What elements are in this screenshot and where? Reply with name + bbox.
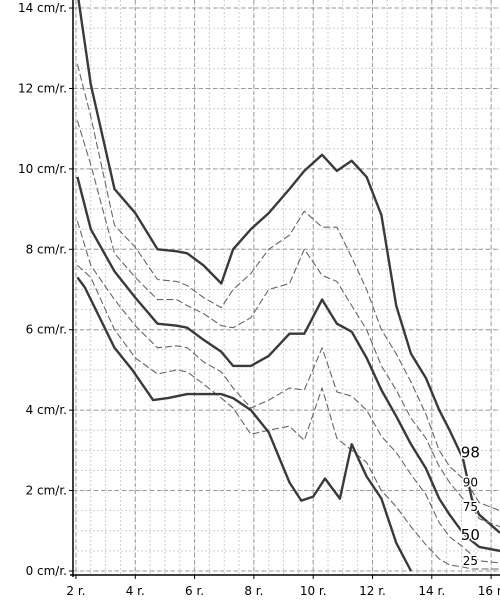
y-tick-label: 8 cm/r. (26, 242, 67, 256)
x-tick-label: 4 r. (126, 584, 145, 598)
series-line-p75 (76, 120, 500, 528)
x-tick-label: 12 r. (359, 584, 386, 598)
series-line-p2 (76, 276, 413, 572)
x-tick-label: 14 r. (418, 584, 445, 598)
x-tick-label: 16 r. (478, 584, 500, 598)
x-tick-label: 8 r. (244, 584, 263, 598)
y-tick-label: 2 cm/r. (26, 484, 67, 498)
x-tick-label: 2 r. (66, 584, 85, 598)
y-tick-label: 6 cm/r. (26, 323, 67, 337)
series-line-p25 (76, 221, 500, 564)
series-line-p98 (77, 0, 500, 534)
percentile-label-25: 25 (463, 554, 478, 568)
y-tick-label: 14 cm/r. (18, 1, 67, 15)
major-grid (73, 0, 500, 575)
series-line-p50 (76, 176, 500, 553)
percentile-labels: 98 90 75 50 25 (459, 442, 481, 570)
y-tick-label: 10 cm/r. (18, 162, 67, 176)
series-line-p10 (77, 264, 500, 570)
x-tick-label: 6 r. (185, 584, 204, 598)
x-tick-label: 10 r. (300, 584, 327, 598)
percentile-label-98: 98 (461, 444, 480, 462)
series-lines (76, 0, 500, 572)
x-tick-labels: 2 r. 4 r. 6 r. 8 r. 10 r. 12 r. 14 r. 16 r. (66, 584, 500, 598)
axes (69, 0, 500, 579)
percentile-label-75: 75 (463, 500, 478, 514)
y-tick-label: 0 cm/r. (26, 564, 67, 578)
series-line-p90 (76, 64, 500, 512)
percentile-label-90: 90 (463, 476, 478, 490)
y-tick-label: 12 cm/r. (18, 81, 67, 95)
percentile-label-50: 50 (461, 526, 480, 544)
y-tick-labels: 0 cm/r. 2 cm/r. 4 cm/r. 6 cm/r. 8 cm/r. 10 cm… (18, 1, 67, 578)
y-tick-label: 4 cm/r. (26, 403, 67, 417)
